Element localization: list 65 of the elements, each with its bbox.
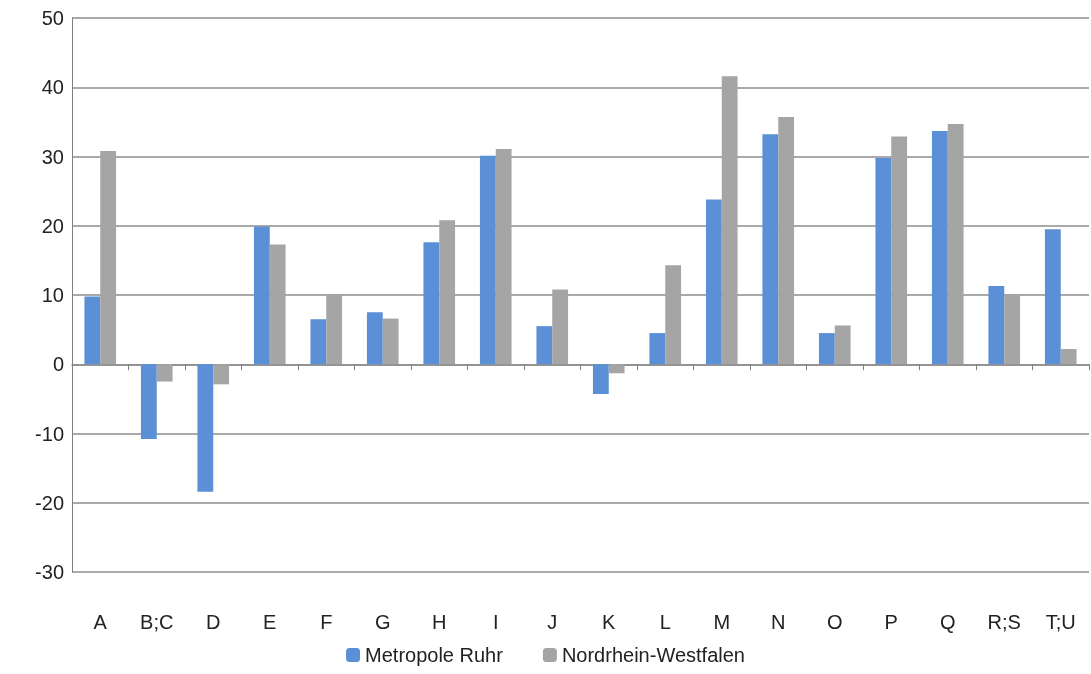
x-tick-label: G: [374, 611, 391, 633]
x-tick-label: B;C: [140, 611, 174, 633]
bar: [253, 226, 270, 365]
bar: [84, 296, 101, 365]
bar: [156, 364, 173, 382]
x-tick-label: O: [826, 611, 843, 633]
x-tick-label: K: [602, 611, 617, 633]
y-tick-label: -20: [35, 491, 64, 514]
x-tick-label: L: [659, 611, 671, 633]
x-tick-label: M: [713, 611, 731, 633]
y-tick-label: 20: [41, 214, 64, 237]
bar: [1004, 294, 1021, 365]
x-tick-label: D: [206, 611, 221, 633]
bar: [988, 286, 1005, 365]
x-tick-label: I: [492, 611, 499, 633]
bar: [592, 364, 609, 395]
bar: [479, 155, 496, 365]
bar: [1060, 349, 1077, 365]
bar: [834, 325, 851, 365]
bar: [140, 364, 157, 440]
bar: [382, 318, 399, 365]
bar: [1044, 229, 1061, 365]
x-tick-label: Q: [939, 611, 956, 633]
y-tick-label: -10: [35, 422, 64, 445]
bar: [931, 130, 948, 365]
x-tick-label: T;U: [1045, 611, 1076, 633]
bar: [423, 242, 440, 365]
x-tick-label: J: [547, 611, 558, 633]
x-tick-label: P: [884, 611, 898, 633]
bar: [495, 148, 512, 365]
bar: [818, 333, 835, 365]
x-tick-label: N: [771, 611, 786, 633]
x-tick-label: F: [320, 611, 333, 633]
bar: [608, 364, 625, 374]
bar: [213, 364, 230, 385]
bar: [269, 244, 286, 365]
bar: [721, 76, 738, 365]
bar: [875, 157, 892, 365]
bar: [778, 117, 795, 365]
y-tick-label: 30: [41, 145, 64, 168]
legend-label: Nordrhein-Westfalen: [561, 644, 745, 666]
bar: [665, 265, 682, 365]
y-tick-label: -30: [35, 561, 64, 583]
bar: [439, 220, 456, 365]
bar: [552, 289, 569, 365]
bar: [366, 312, 383, 365]
bar: [310, 319, 327, 365]
legend-label: Metropole Ruhr: [365, 644, 504, 666]
x-tick-label: A: [93, 611, 108, 633]
x-tick-label: H: [432, 611, 447, 633]
y-tick-label: 0: [52, 353, 64, 376]
bar: [705, 199, 722, 365]
y-tick-label: 40: [41, 76, 64, 99]
bar: [891, 136, 908, 365]
bar: [649, 333, 666, 365]
x-tick-label: E: [263, 611, 277, 633]
bar: [326, 294, 343, 365]
bar: [762, 134, 779, 365]
y-tick-label: 10: [41, 284, 64, 306]
bar: [947, 123, 964, 365]
bar: [100, 150, 117, 365]
bar: [197, 364, 214, 492]
y-tick-label: 50: [41, 7, 64, 29]
x-tick-label: R;S: [987, 611, 1021, 633]
bar: [536, 326, 553, 365]
